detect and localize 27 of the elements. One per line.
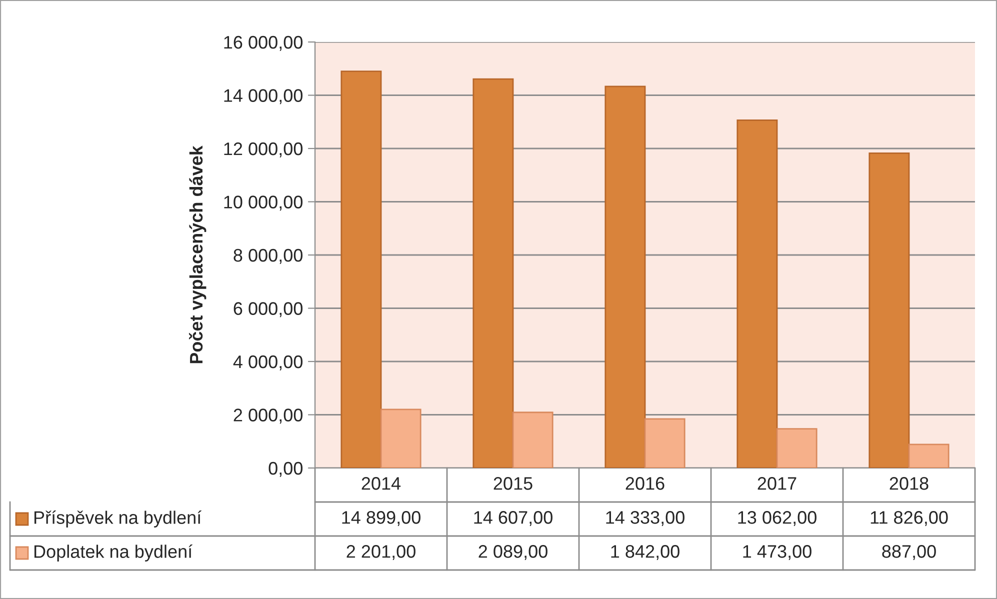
- x-tick-label: 2015: [494, 477, 532, 490]
- y-tick-label: 14 000,00: [224, 89, 302, 104]
- y-tick-label: 8 000,00: [234, 248, 302, 264]
- y-tick-label: 2 000,00: [234, 408, 302, 424]
- legend-label: Doplatek na bydlení: [34, 544, 193, 562]
- data-label: 14 899,00: [342, 511, 420, 526]
- data-label: 14 333,00: [606, 511, 684, 526]
- y-tick-label: 12 000,00: [224, 142, 302, 158]
- y-tick-label: 0,00: [268, 462, 302, 477]
- data-label: 2 201,00: [346, 545, 416, 560]
- x-tick-label: 2014: [362, 477, 401, 490]
- data-label: 14 607,00: [474, 511, 552, 526]
- data-label: 11 826,00: [870, 511, 948, 526]
- data-label: 1 842,00: [611, 545, 680, 560]
- data-label: 13 062,00: [738, 511, 816, 526]
- y-tick-label: 10 000,00: [224, 196, 302, 211]
- data-label: 887,00: [882, 545, 936, 560]
- y-tick-label: 16 000,00: [224, 36, 302, 51]
- y-tick-label: 6 000,00: [234, 302, 302, 318]
- data-label: 1 473,00: [743, 545, 812, 560]
- y-axis-title: Počet vyplacených dávek: [188, 146, 206, 364]
- legend-label: Příspěvek na bydlení: [34, 510, 202, 528]
- x-tick-label: 2018: [890, 477, 928, 490]
- x-tick-label: 2017: [758, 477, 796, 490]
- data-label: 2 089,00: [478, 545, 548, 560]
- x-tick-label: 2016: [626, 477, 664, 490]
- y-tick-label: 4 000,00: [233, 355, 302, 370]
